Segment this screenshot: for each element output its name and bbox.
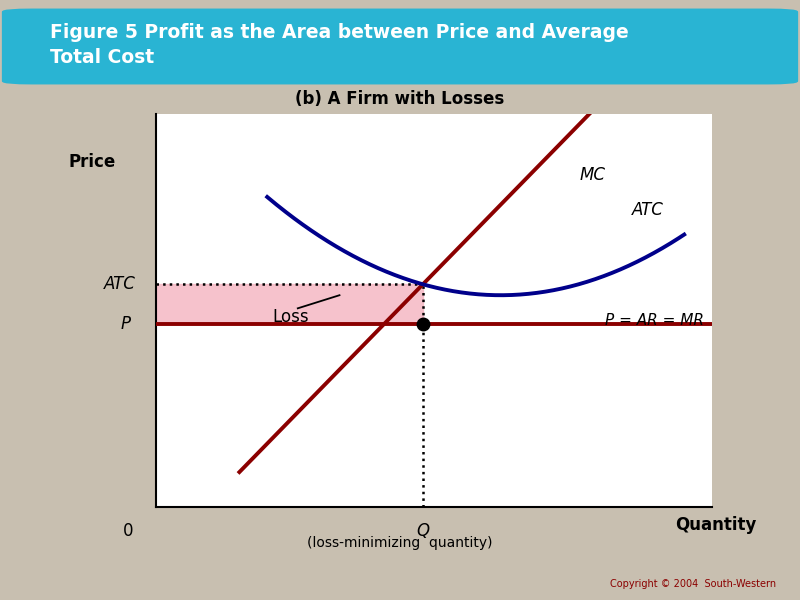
Text: P = AR = MR: P = AR = MR [605, 313, 704, 328]
Text: Q: Q [416, 522, 430, 540]
Text: ATC: ATC [104, 275, 136, 293]
Text: (loss-minimizing  quantity): (loss-minimizing quantity) [307, 536, 493, 550]
Text: Figure 5 Profit as the Area between Price and Average
Total Cost: Figure 5 Profit as the Area between Pric… [50, 23, 629, 67]
FancyBboxPatch shape [2, 9, 798, 84]
Text: ATC: ATC [632, 201, 664, 219]
Text: MC: MC [579, 166, 606, 184]
Text: Copyright © 2004  South-Western: Copyright © 2004 South-Western [610, 579, 776, 589]
Text: Price: Price [68, 153, 116, 171]
Text: Quantity: Quantity [675, 516, 757, 534]
Text: (b) A Firm with Losses: (b) A Firm with Losses [295, 90, 505, 108]
Text: Loss: Loss [273, 308, 310, 326]
Text: 0: 0 [123, 522, 134, 540]
Text: P: P [121, 314, 130, 332]
